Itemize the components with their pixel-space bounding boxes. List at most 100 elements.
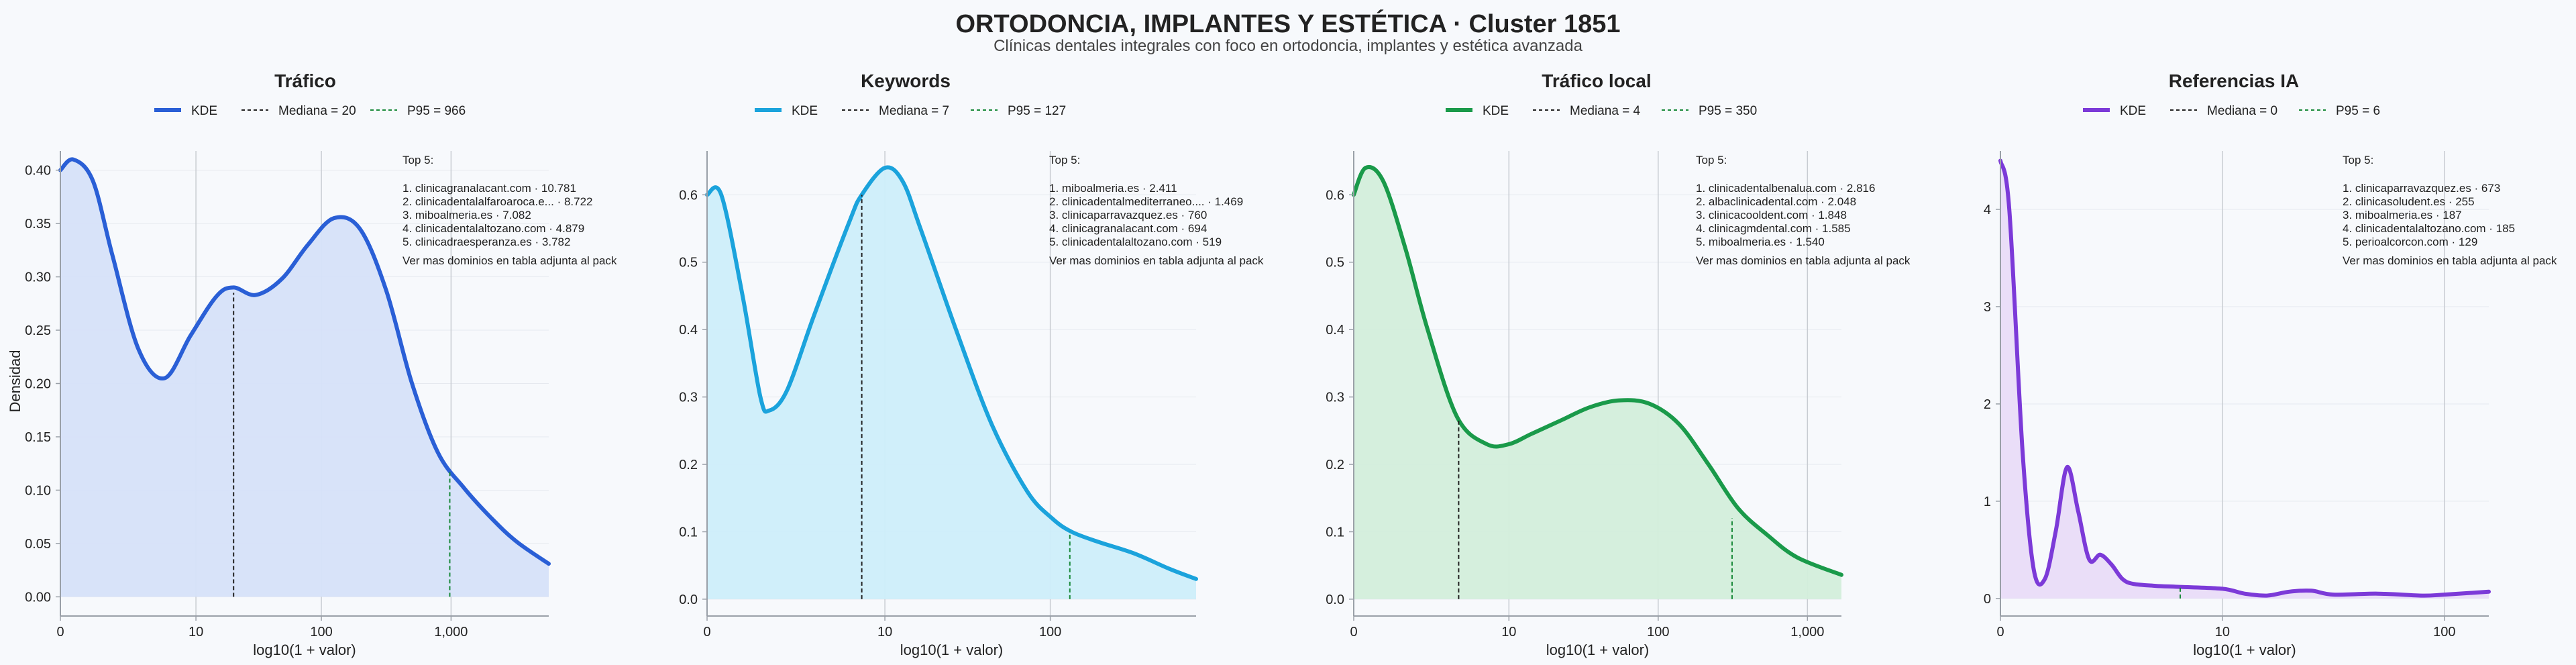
panel-4: Referencias IA KDE Mediana = 0 P95 = 6 0 1 2 3 4…	[1984, 70, 2557, 658]
top5-item: 3. clinicaparravazquez.es · 760	[1049, 209, 1207, 221]
y-tick-label: 0.30	[25, 270, 51, 285]
y-tick-label: 4	[1984, 203, 1991, 217]
legend: KDE Mediana = 20 P95 = 966	[154, 104, 466, 118]
figure-subtitle: Clínicas dentales integrales con foco en…	[994, 37, 1583, 55]
x-axis-label: log10(1 + valor)	[2193, 642, 2296, 658]
top5-item: 4. clinicadentalaltozano.com · 4.879	[402, 222, 584, 235]
panel-2: Keywords KDE Mediana = 7 P95 = 127 0.0 0.1 0.2…	[679, 70, 1264, 658]
top5-item: 4. clinicadentalaltozano.com · 185	[2343, 222, 2515, 235]
x-tick-label: 10	[2215, 625, 2230, 640]
top5-item: 2. clinicasoludent.es · 255	[2343, 195, 2475, 208]
y-tick-label: 2	[1984, 397, 1991, 412]
top5-item: 3. clinicacooldent.com · 1.848	[1696, 209, 1847, 221]
legend-kde-label: KDE	[792, 104, 818, 118]
y-tick-label: 0.25	[25, 323, 51, 338]
legend-kde-label: KDE	[1483, 104, 1509, 118]
top5-note: Ver mas dominios en tabla adjunta al pac…	[1696, 254, 1911, 267]
x-tick-label: 10	[1501, 625, 1516, 640]
kde-line	[1352, 165, 1843, 577]
legend: KDE Mediana = 0 P95 = 6	[2083, 104, 2380, 118]
top5-item: 2. clinicadentalalfaroaroca.e... · 8.722	[402, 195, 593, 208]
top5-item: 3. miboalmeria.es · 7.082	[402, 209, 531, 221]
y-tick-label: 3	[1984, 300, 1991, 315]
y-tick-label: 0.10	[25, 483, 51, 498]
y-tick-label: 0.0	[1326, 593, 1344, 607]
y-tick-label: 0.2	[679, 458, 698, 472]
top5-box: Top 5: 1. clinicagranalacant.com · 10.781…	[402, 154, 617, 267]
y-tick-label: 1	[1984, 495, 1991, 509]
x-tick-label: 100	[1039, 625, 1061, 640]
legend-median-label: Mediana = 20	[278, 104, 356, 118]
y-tick-label: 0.4	[679, 323, 698, 338]
panel-title: Keywords	[861, 70, 951, 91]
legend-median-label: Mediana = 7	[879, 104, 949, 118]
legend-median-label: Mediana = 0	[2207, 104, 2277, 118]
x-axis-label: log10(1 + valor)	[1546, 642, 1649, 658]
top5-item: 1. clinicaparravazquez.es · 673	[2343, 182, 2500, 195]
top5-item: 5. perioalcorcon.com · 129	[2343, 236, 2477, 248]
legend-p95-label: P95 = 966	[407, 104, 466, 118]
y-tick-label: 0.15	[25, 430, 51, 445]
legend-p95-label: P95 = 350	[1699, 104, 1757, 118]
top5-box: Top 5: 1. clinicadentalbenalua.com · 2.81…	[1696, 154, 1911, 267]
x-tick-label: 10	[189, 625, 203, 640]
top5-item: 1. miboalmeria.es · 2.411	[1049, 182, 1177, 195]
top5-heading: Top 5:	[2343, 154, 2373, 166]
x-tick-label: 10	[877, 625, 892, 640]
y-tick-label: 0.2	[1326, 458, 1344, 472]
x-tick-label: 100	[310, 625, 332, 640]
legend: KDE Mediana = 7 P95 = 127	[755, 104, 1066, 118]
panel-3: Tráfico local KDE Mediana = 4 P95 = 350 0.0 0…	[1326, 70, 1911, 658]
y-tick-label: 0.5	[679, 256, 698, 270]
top5-item: 1. clinicadentalbenalua.com · 2.816	[1696, 182, 1875, 195]
top5-note: Ver mas dominios en tabla adjunta al pac…	[1049, 254, 1264, 267]
y-tick-label: 0.3	[679, 391, 698, 405]
kde-area	[60, 159, 549, 597]
y-tick-label: 0.0	[679, 593, 698, 607]
panel-1: Tráfico KDE Mediana = 20 P95 = 966 0.00 0.05 0…	[25, 70, 617, 658]
top5-item: 2. clinicadentalmediterraneo.... · 1.469	[1049, 195, 1243, 208]
panel-title: Tráfico	[274, 70, 336, 91]
top5-heading: Top 5:	[1696, 154, 1727, 166]
x-tick-label: 0	[1996, 625, 2004, 640]
legend-median-label: Mediana = 4	[1570, 104, 1641, 118]
x-tick-label: 0	[56, 625, 64, 640]
y-tick-label: 0	[1984, 592, 1991, 607]
top5-item: 5. clinicadentalaltozano.com · 519	[1049, 236, 1222, 248]
x-axis-label: log10(1 + valor)	[253, 642, 356, 658]
y-tick-label: 0.4	[1326, 323, 1344, 338]
top5-item: 5. clinicadraesperanza.es · 3.782	[402, 236, 570, 248]
legend-p95-label: P95 = 127	[1008, 104, 1066, 118]
kde-area	[1354, 166, 1841, 599]
x-axis-label: log10(1 + valor)	[900, 642, 1003, 658]
y-tick-label: 0.6	[679, 188, 698, 203]
y-tick-label: 0.6	[1326, 188, 1344, 203]
x-tick-label: 100	[1647, 625, 1669, 640]
panel-title: Tráfico local	[1542, 70, 1651, 91]
y-tick-label: 0.05	[25, 537, 51, 552]
top5-box: Top 5: 1. clinicaparravazquez.es · 6732. …	[2343, 154, 2557, 267]
figure-title: ORTODONCIA, IMPLANTES Y ESTÉTICA · Clust…	[955, 9, 1620, 38]
top5-heading: Top 5:	[402, 154, 433, 166]
y-axis-label: Densidad	[7, 350, 23, 413]
top5-item: 4. clinicagranalacant.com · 694	[1049, 222, 1207, 235]
y-tick-label: 0.1	[679, 525, 698, 540]
y-tick-label: 0.35	[25, 217, 51, 232]
legend-kde-label: KDE	[191, 104, 217, 118]
top5-note: Ver mas dominios en tabla adjunta al pac…	[402, 254, 617, 267]
y-tick-label: 0.3	[1326, 391, 1344, 405]
top5-note: Ver mas dominios en tabla adjunta al pac…	[2343, 254, 2557, 267]
legend-kde-label: KDE	[2120, 104, 2146, 118]
top5-item: 2. albaclinicadental.com · 2.048	[1696, 195, 1856, 208]
top5-heading: Top 5:	[1049, 154, 1080, 166]
x-tick-label: 100	[2433, 625, 2455, 640]
x-tick-label: 1,000	[1790, 625, 1824, 640]
x-tick-label: 0	[703, 625, 710, 640]
y-tick-label: 0.5	[1326, 256, 1344, 270]
top5-item: 5. miboalmeria.es · 1.540	[1696, 236, 1825, 248]
x-tick-label: 1,000	[434, 625, 468, 640]
legend: KDE Mediana = 4 P95 = 350	[1446, 104, 1757, 118]
